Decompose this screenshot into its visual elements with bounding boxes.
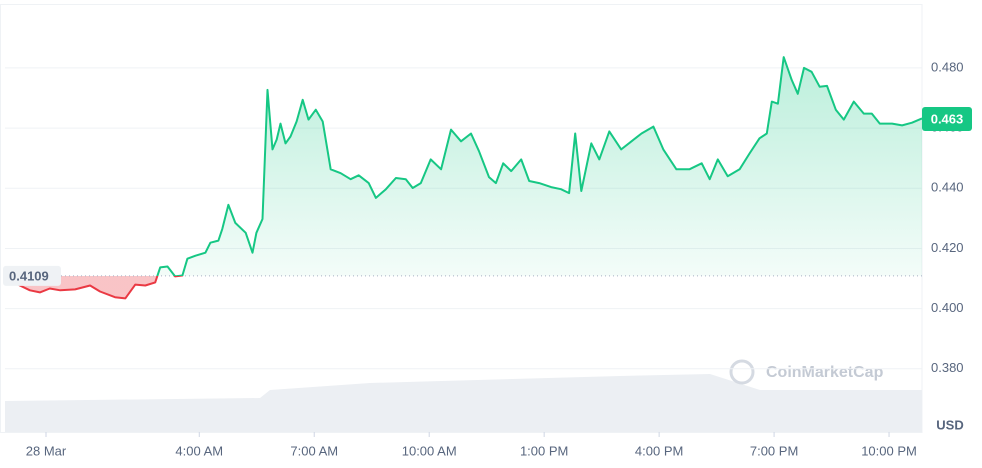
baseline-tag (3, 265, 61, 286)
x-tick-label: 4:00 PM (635, 443, 683, 458)
y-tick-label: 0.440 (931, 180, 964, 195)
y-tick-label: 0.420 (931, 240, 964, 255)
watermark-text: CoinMarketCap (766, 364, 884, 381)
y-tick-label: 0.380 (931, 360, 964, 375)
y-tick-label: 0.400 (931, 300, 964, 315)
volume-area (5, 374, 922, 432)
baseline-label: 0.4109 (9, 268, 49, 283)
x-tick-label: 7:00 AM (290, 443, 338, 458)
x-tick-label: 1:00 PM (520, 443, 568, 458)
x-tick-label: 7:00 PM (750, 443, 798, 458)
last-price-label: 0.463 (931, 111, 964, 126)
watermark: CoinMarketCap (729, 359, 884, 385)
y-tick-label: 0.480 (931, 59, 964, 74)
x-tick-label: 4:00 AM (175, 443, 223, 458)
y-unit: USD (936, 417, 963, 432)
price-line (4, 56, 923, 300)
x-tick-label: 28 Mar (26, 443, 67, 458)
last-price-tag (922, 107, 972, 132)
x-tick-label: 10:00 AM (402, 443, 457, 458)
price-area (5, 57, 922, 299)
x-tick-label: 10:00 PM (861, 443, 917, 458)
